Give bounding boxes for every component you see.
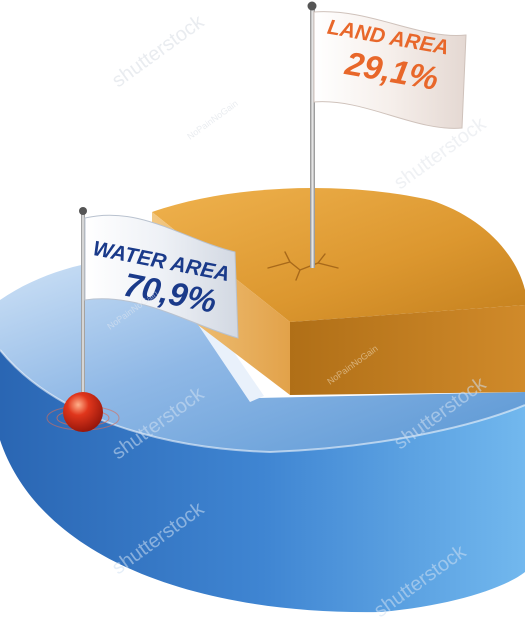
water-slice-top — [0, 258, 525, 452]
water-flag-cloth — [84, 214, 239, 339]
land-cracks — [267, 251, 339, 281]
land-slice-front-face — [290, 305, 525, 395]
water-slice-side — [0, 300, 525, 613]
watermark-text: NoPainNoGain — [185, 98, 239, 141]
land-flag-cloth — [313, 11, 467, 129]
land-slice-top — [152, 188, 525, 322]
land-flag-pole — [310, 6, 315, 268]
buoy-icon — [46, 207, 120, 432]
land-flag: LAND AREA 29,1% — [307, 1, 467, 268]
water-rim — [0, 349, 525, 454]
watermark-text: shutterstock — [108, 10, 209, 92]
